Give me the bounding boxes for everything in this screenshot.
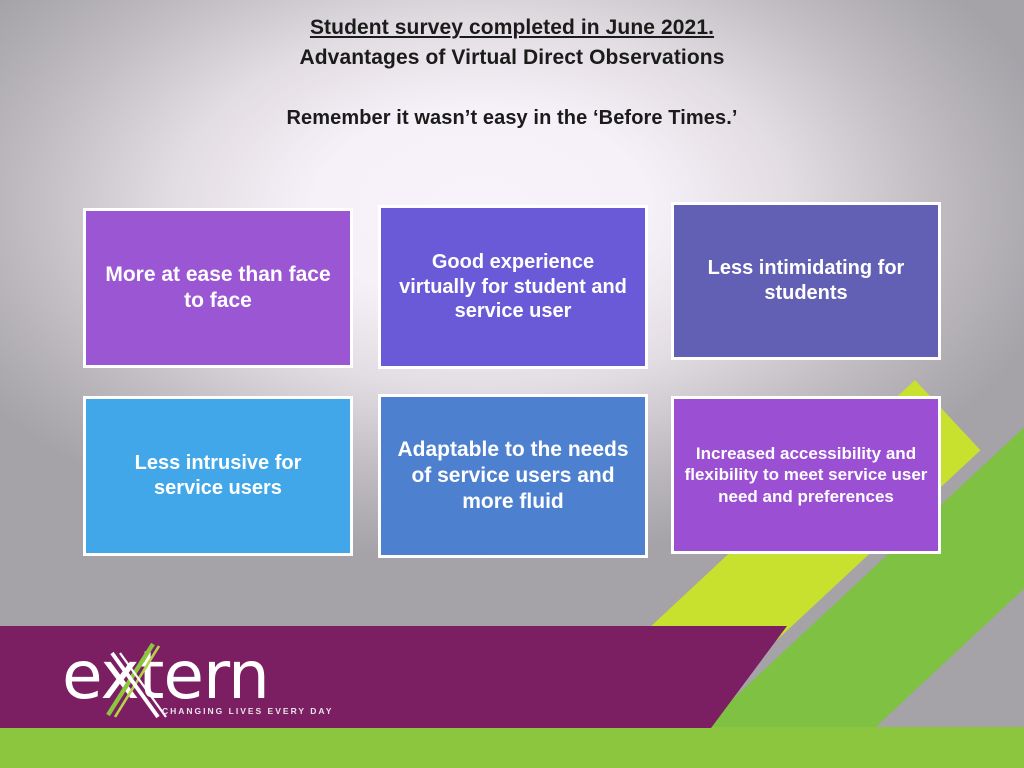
- benefit-card-less-intimidating: Less intimidating for students: [671, 202, 941, 360]
- benefit-card-label: Increased accessibility and flexibility …: [684, 444, 928, 506]
- page-title-underlined: Student survey completed in June 2021.: [309, 16, 715, 39]
- benefit-card-label: More at ease than face to face: [105, 262, 331, 312]
- benefit-card-label: Adaptable to the needs of service users …: [397, 437, 629, 514]
- slide-heading: Student survey completed in June 2021. A…: [0, 13, 1024, 73]
- benefit-card-adaptable: Adaptable to the needs of service users …: [378, 394, 648, 558]
- benefit-card-label: Good experience virtually for student an…: [399, 250, 627, 323]
- footer-green-band: [0, 727, 1024, 768]
- benefit-card-label: Less intrusive for service users: [134, 452, 302, 499]
- extern-logo-wordmark: extern: [62, 637, 270, 714]
- benefit-card-label: Less intimidating for students: [707, 257, 905, 304]
- benefit-card-good-experience: Good experience virtually for student an…: [378, 205, 648, 369]
- reminder-text: Remember it wasn’t easy in the ‘Before T…: [286, 107, 738, 129]
- page-subtitle-heading: Advantages of Virtual Direct Observation…: [299, 45, 725, 69]
- extern-logo: extern CHANGING LIVES EVERY DAY: [62, 637, 331, 725]
- benefit-card-more-at-ease: More at ease than face to face: [83, 208, 353, 368]
- title-line-1-wrapper: Student survey completed in June 2021.: [0, 13, 1024, 43]
- benefit-card-less-intrusive: Less intrusive for service users: [83, 396, 353, 556]
- benefit-card-increased-accessibility: Increased accessibility and flexibility …: [671, 396, 941, 554]
- extern-logo-tagline: CHANGING LIVES EVERY DAY: [162, 706, 334, 716]
